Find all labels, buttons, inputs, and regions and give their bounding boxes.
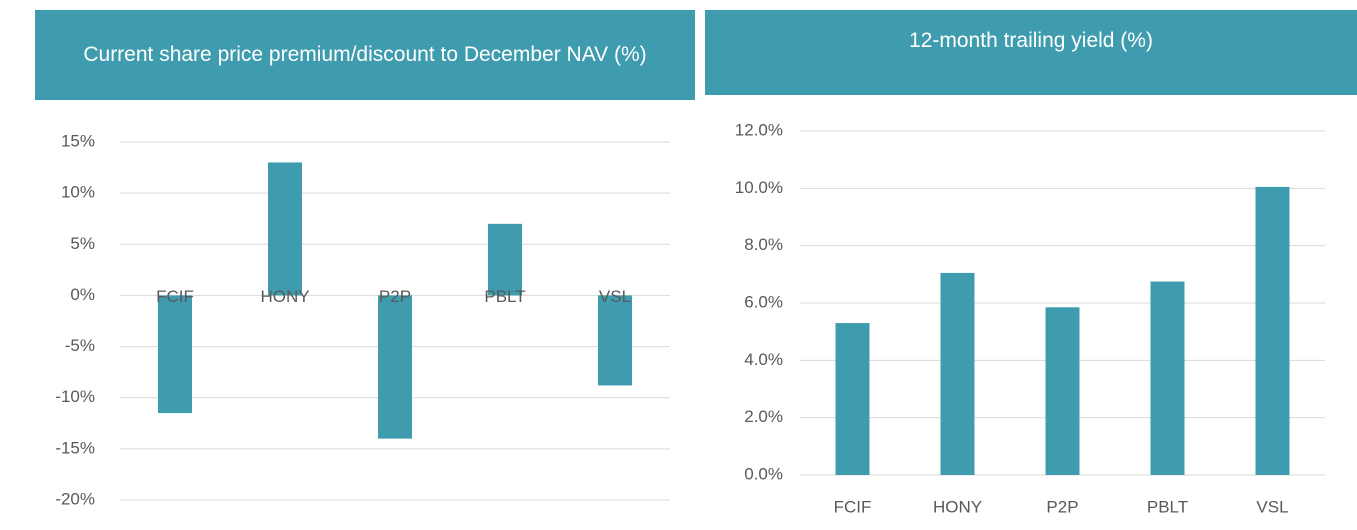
chart-title: 12-month trailing yield (%) [705,10,1357,95]
x-tick-label: HONY [260,287,309,306]
x-tick-label: PBLT [1147,497,1188,516]
x-tick-label: FCIF [834,497,872,516]
x-tick-label: PBLT [484,287,525,306]
bar [1150,281,1185,475]
bar [268,162,302,296]
y-tick-label: 0.0% [744,464,783,483]
x-tick-label: HONY [933,497,982,516]
bar [378,295,412,439]
x-tick-label: FCIF [156,287,194,306]
y-tick-label: 15% [61,131,95,150]
bar [835,323,870,475]
y-tick-label: -20% [55,489,95,508]
y-tick-label: 2.0% [744,407,783,426]
y-tick-label: 6.0% [744,292,783,311]
bar [488,223,522,296]
y-tick-label: 0% [70,285,95,304]
x-tick-label: P2P [379,287,411,306]
y-tick-label: 10% [61,183,95,202]
y-tick-label: -10% [55,387,95,406]
x-tick-label: VSL [599,287,631,306]
x-tick-label: VSL [1256,497,1288,516]
y-tick-label: 12.0% [735,120,783,139]
bar [1045,307,1080,475]
y-tick-label: -5% [65,336,95,355]
y-tick-label: 5% [70,234,95,253]
bar [598,295,632,386]
bar [158,295,192,414]
chart-title: Current share price premium/discount to … [35,10,695,100]
y-tick-label: 8.0% [744,235,783,254]
y-tick-label: 10.0% [735,178,783,197]
bar [940,272,975,475]
y-tick-label: -15% [55,438,95,457]
y-tick-label: 4.0% [744,350,783,369]
x-tick-label: P2P [1046,497,1078,516]
bar [1255,186,1290,475]
